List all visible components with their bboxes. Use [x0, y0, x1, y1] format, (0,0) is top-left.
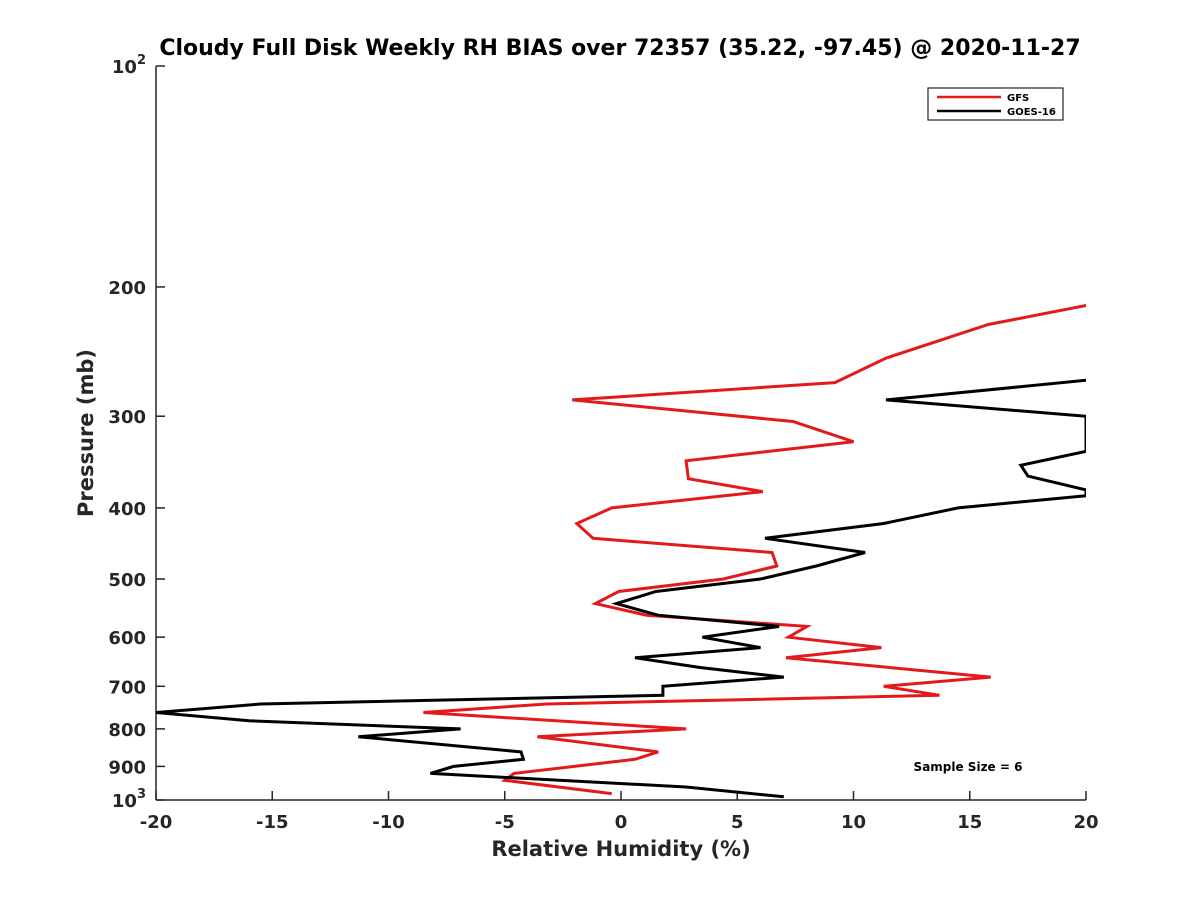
y-tick-exponent: 3 — [137, 787, 146, 802]
y-tick-label: 800 — [108, 720, 146, 741]
chart-title: Cloudy Full Disk Weekly RH BIAS over 723… — [159, 36, 1080, 61]
y-tick-base: 800 — [108, 720, 146, 741]
series-layer — [156, 304, 1086, 799]
y-tick-label: 700 — [108, 677, 146, 698]
x-tick-label: 0 — [615, 812, 628, 833]
legend: GFS GOES-16 — [927, 87, 1064, 121]
y-tick-base: 900 — [108, 757, 146, 778]
y-tick-base: 10 — [112, 57, 137, 78]
y-tick-label: 300 — [108, 407, 146, 428]
y-tick-label: 900 — [108, 757, 146, 778]
y-tick-base: 500 — [108, 570, 146, 591]
y-axis-label: Pressure (mb) — [74, 349, 98, 517]
legend-box — [927, 87, 1064, 121]
y-tick-label: 500 — [108, 570, 146, 591]
y-tick-base: 300 — [108, 407, 146, 428]
series-line-gfs — [423, 304, 1086, 796]
legend-label: GOES-16 — [1007, 107, 1056, 118]
y-tick-base: 10 — [112, 791, 137, 812]
y-tick-label: 102 — [112, 53, 146, 78]
y-tick-base: 700 — [108, 677, 146, 698]
y-tick-base: 600 — [108, 628, 146, 649]
series-line-goes-16 — [156, 378, 1086, 799]
x-tick-label: -20 — [140, 812, 173, 833]
y-tick-label: 400 — [108, 499, 146, 520]
sample-size-annotation: Sample Size = 6 — [914, 760, 1023, 774]
x-axis-label: Relative Humidity (%) — [491, 837, 750, 861]
axes — [155, 66, 1086, 801]
x-tick-label: -15 — [256, 812, 289, 833]
x-tick-label: 20 — [1073, 812, 1098, 833]
y-tick-label: 103 — [112, 787, 146, 812]
x-tick-label: 10 — [841, 812, 866, 833]
x-tick-label: 5 — [731, 812, 744, 833]
y-tick-exponent: 2 — [137, 53, 146, 68]
y-tick-base: 200 — [108, 278, 146, 299]
x-ticks: -20 -15 -10 -5 0 5 10 15 20 — [140, 791, 1099, 833]
x-tick-label: -10 — [372, 812, 405, 833]
x-tick-label: -5 — [495, 812, 515, 833]
y-tick-base: 400 — [108, 499, 146, 520]
x-tick-label: 15 — [957, 812, 982, 833]
y-tick-label: 600 — [108, 628, 146, 649]
legend-label: GFS — [1007, 93, 1029, 104]
y-tick-label: 200 — [108, 278, 146, 299]
